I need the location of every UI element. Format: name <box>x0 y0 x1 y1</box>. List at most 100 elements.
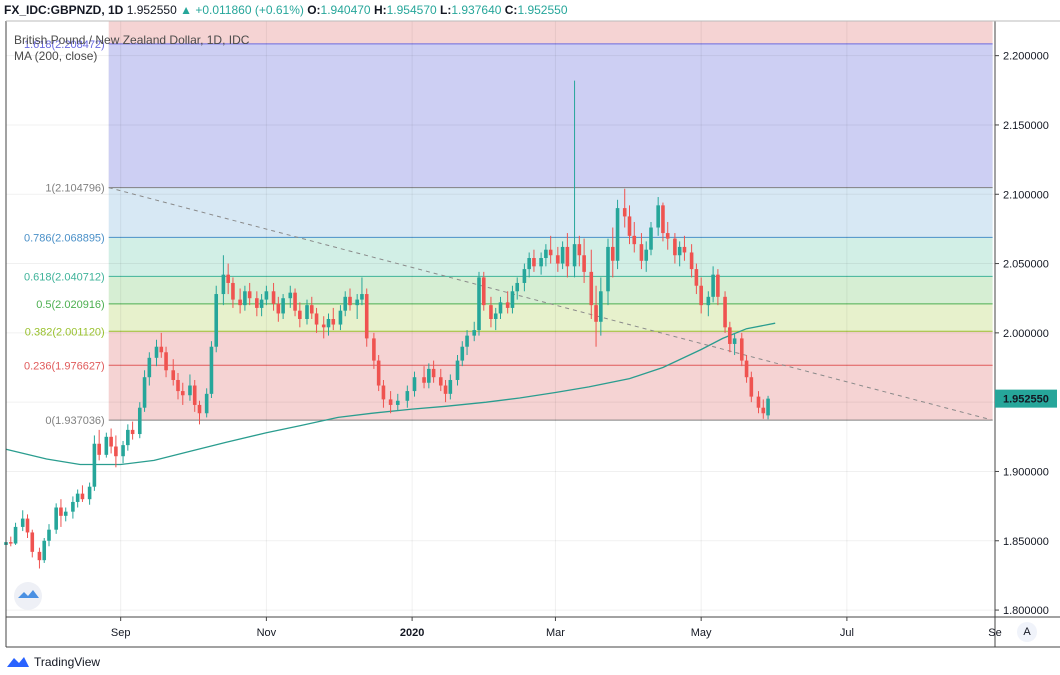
candle <box>431 360 436 383</box>
candle <box>47 524 51 547</box>
auto-scale-button[interactable]: A <box>1017 622 1037 642</box>
candle <box>338 305 343 331</box>
candle-body <box>37 551 42 561</box>
candle <box>276 296 281 322</box>
candle-body <box>171 370 176 380</box>
candle-body <box>126 429 130 446</box>
candle <box>756 391 761 414</box>
candle <box>238 288 242 314</box>
symbol-title: FX_IDC:GBPNZD, 1D <box>4 3 124 17</box>
candle-body <box>539 258 543 267</box>
candle <box>395 393 400 411</box>
fib-level-label: 0.236(1.976627) <box>24 360 105 372</box>
candle-body <box>395 400 400 405</box>
candle-body <box>582 255 586 272</box>
candle <box>706 291 711 317</box>
candle-body <box>276 303 281 314</box>
candle-body <box>560 246 565 264</box>
candle-body <box>711 274 715 297</box>
eye-logo-icon[interactable] <box>14 582 42 610</box>
fibonacci-retracement[interactable]: 1.618(2.208472) 1(2.104796) 0.786(2.068895… <box>6 21 995 617</box>
candle <box>309 296 314 319</box>
candle <box>204 388 209 418</box>
candle-body <box>75 493 80 502</box>
price-chart[interactable]: 1.618(2.208472) 1(2.104796) 0.786(2.068895… <box>0 0 1060 650</box>
candle-body <box>665 233 670 239</box>
candle-body <box>180 391 185 396</box>
candle <box>716 269 720 306</box>
candle-body <box>63 511 68 516</box>
candle <box>298 302 302 328</box>
candle-body <box>606 246 610 292</box>
candle <box>739 332 744 367</box>
time-tick-label: May <box>691 627 712 639</box>
candle-body <box>388 399 393 405</box>
candle-body <box>723 296 727 328</box>
fib-level-label: 0.382(2.001120) <box>25 326 105 338</box>
candle <box>577 235 582 267</box>
candle-body <box>221 274 226 295</box>
candle <box>20 510 25 532</box>
candles <box>4 80 770 569</box>
candle-body <box>243 291 247 306</box>
candle <box>448 374 453 400</box>
candle-body <box>756 396 761 408</box>
candle-body <box>505 302 510 308</box>
candle-body <box>405 391 410 401</box>
candle <box>548 235 553 264</box>
candle <box>532 249 536 272</box>
candle <box>42 537 47 563</box>
grid <box>6 21 996 617</box>
candle <box>293 288 297 317</box>
candle-body <box>109 436 113 447</box>
candle-body <box>87 486 92 500</box>
trendline[interactable] <box>108 187 993 421</box>
candle <box>247 282 252 306</box>
candle <box>147 352 152 386</box>
candle <box>71 496 75 519</box>
candle-body <box>372 338 376 361</box>
candle <box>622 188 627 228</box>
candle <box>477 271 481 336</box>
chart-legend: British Pound / New Zealand Dollar, 1D, … <box>14 33 250 63</box>
candle <box>556 246 560 272</box>
candle-body <box>97 443 101 455</box>
candle-body <box>728 327 732 344</box>
candle <box>343 291 348 317</box>
last-price-label: 1.952550 <box>1003 394 1049 406</box>
candle-body <box>527 258 531 270</box>
candle-body <box>376 360 381 386</box>
candle-body <box>288 292 293 299</box>
candle-body <box>460 346 465 361</box>
fib-zone <box>108 331 993 366</box>
candle <box>661 202 665 242</box>
candle <box>314 307 319 333</box>
candle-body <box>259 299 264 308</box>
candle <box>355 294 359 319</box>
footer-brand[interactable]: TradingView <box>6 655 100 669</box>
candle <box>54 503 58 534</box>
candle <box>104 432 109 458</box>
candle-body <box>137 407 142 435</box>
candle-body <box>682 246 687 253</box>
fib-level-label: 1(2.104796) <box>45 183 104 195</box>
time-tick-label: Se <box>988 627 1001 639</box>
candle <box>197 400 202 425</box>
candle <box>465 330 469 356</box>
candle-body <box>577 244 582 256</box>
trendline-path[interactable] <box>108 187 993 421</box>
candle <box>728 321 732 353</box>
candle-body <box>599 291 603 322</box>
price-tick-label: 2.050000 <box>1003 259 1049 271</box>
candle <box>137 402 142 439</box>
candle-body <box>226 274 230 283</box>
candle <box>665 221 670 250</box>
candle <box>326 313 331 336</box>
candle <box>171 359 176 386</box>
candle-body <box>71 501 75 512</box>
candle <box>164 346 168 378</box>
candle <box>749 371 754 403</box>
candle <box>539 252 543 275</box>
candle <box>589 249 594 319</box>
candle-body <box>677 246 682 256</box>
